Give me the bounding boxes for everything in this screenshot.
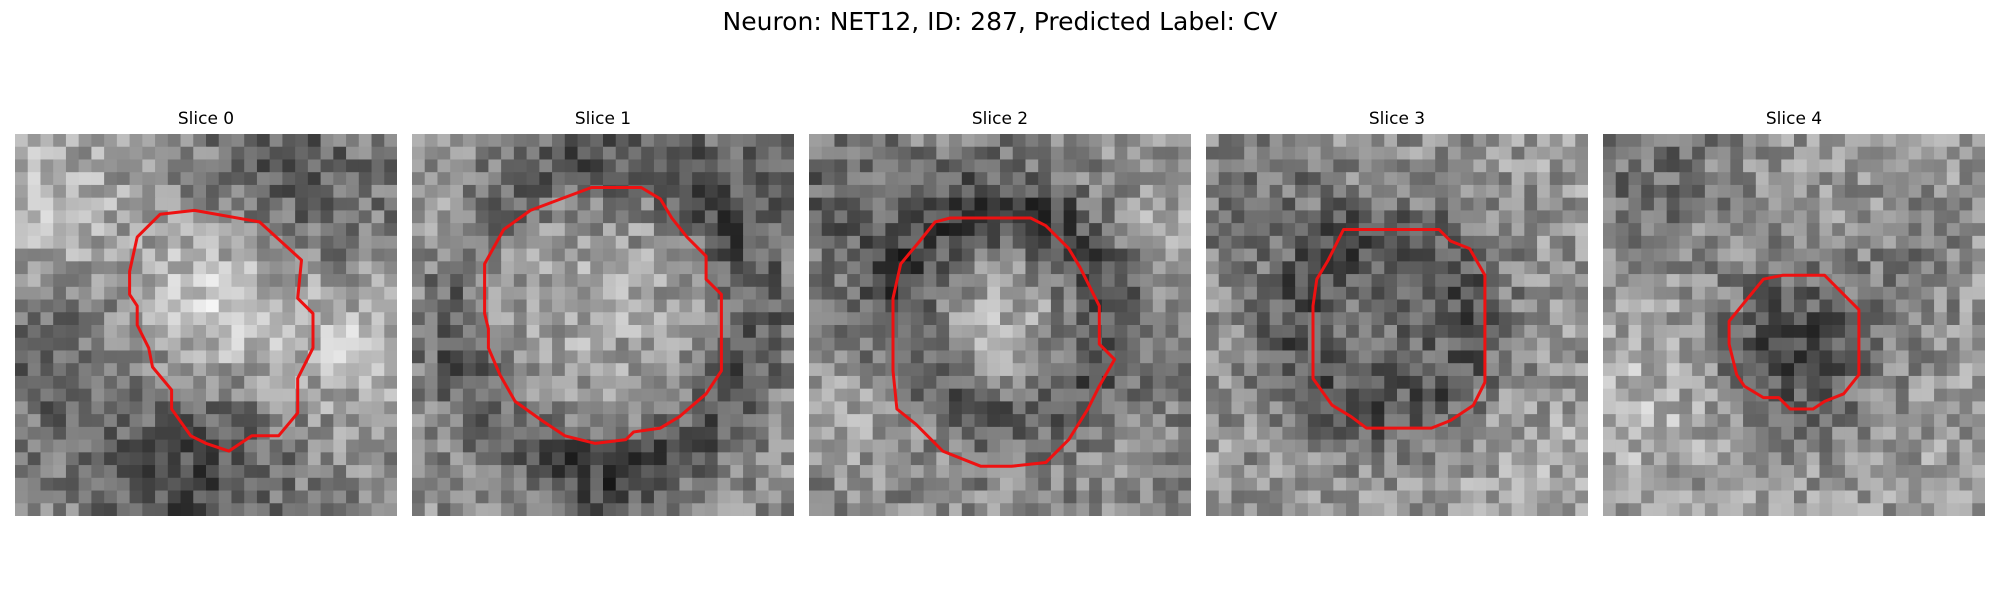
slice-title: Slice 2 — [971, 109, 1029, 129]
segmentation-outline — [891, 216, 1117, 468]
slice-image — [412, 134, 794, 516]
slice-image — [1206, 134, 1588, 516]
segmentation-outline — [483, 186, 723, 445]
slice-panel-4: Slice 4 — [1603, 0, 1985, 600]
segmentation-outline — [128, 208, 315, 453]
slice-image — [15, 134, 397, 516]
slice-panel-0: Slice 0 — [15, 0, 397, 600]
slice-title: Slice 3 — [1368, 109, 1426, 129]
slice-title: Slice 4 — [1765, 109, 1823, 129]
slice-panel-1: Slice 1 — [412, 0, 794, 600]
slice-title: Slice 0 — [177, 109, 235, 129]
slice-image — [1603, 134, 1985, 516]
slice-image — [809, 134, 1191, 516]
slice-title: Slice 1 — [574, 109, 632, 129]
segmentation-outline — [1727, 273, 1861, 411]
slice-panel-2: Slice 2 — [809, 0, 1191, 600]
figure-title: Neuron: NET12, ID: 287, Predicted Label:… — [722, 7, 1278, 36]
slice-panel-3: Slice 3 — [1206, 0, 1588, 600]
segmentation-outline — [1311, 228, 1487, 430]
